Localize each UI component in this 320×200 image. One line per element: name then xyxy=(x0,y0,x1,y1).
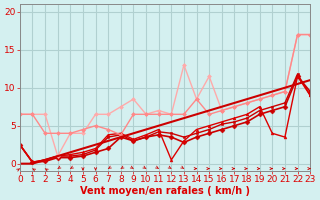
X-axis label: Vent moyen/en rafales ( km/h ): Vent moyen/en rafales ( km/h ) xyxy=(80,186,250,196)
